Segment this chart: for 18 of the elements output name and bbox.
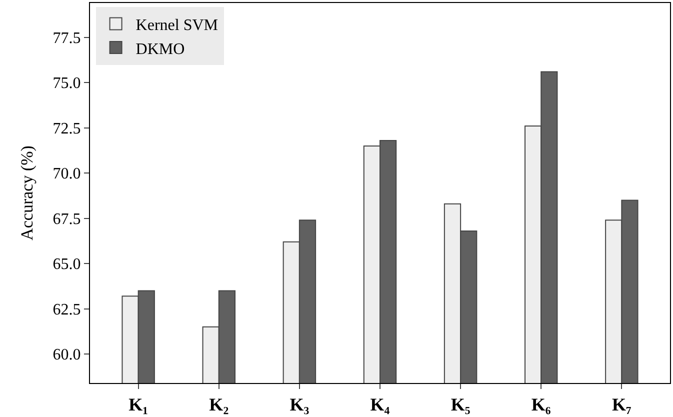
x-tick-label: K₄: [370, 394, 390, 415]
legend-label: DKMO: [136, 40, 185, 58]
y-tick-label: 60.0: [52, 346, 81, 364]
y-tick-label: 72.5: [52, 120, 81, 138]
x-tick-label: K₂: [209, 394, 229, 415]
x-tick-label: K₃: [290, 394, 310, 415]
y-tick-label: 62.5: [52, 301, 81, 318]
y-tick-label: 70.0: [52, 166, 81, 183]
x-tick-label: K₆: [531, 394, 552, 415]
y-tick-label: 75.0: [52, 75, 81, 92]
legend-label: Kernel SVM: [136, 16, 218, 34]
y-tick-label: 65.0: [52, 256, 81, 274]
y-axis-title: Accuracy (%): [17, 146, 36, 240]
x-tick-label: K₁: [128, 394, 148, 415]
x-tick-label: K₅: [450, 394, 470, 415]
x-tick-label: K₇: [612, 394, 632, 415]
y-tick-label: 77.5: [52, 30, 81, 47]
y-tick-label: 67.5: [52, 210, 81, 228]
